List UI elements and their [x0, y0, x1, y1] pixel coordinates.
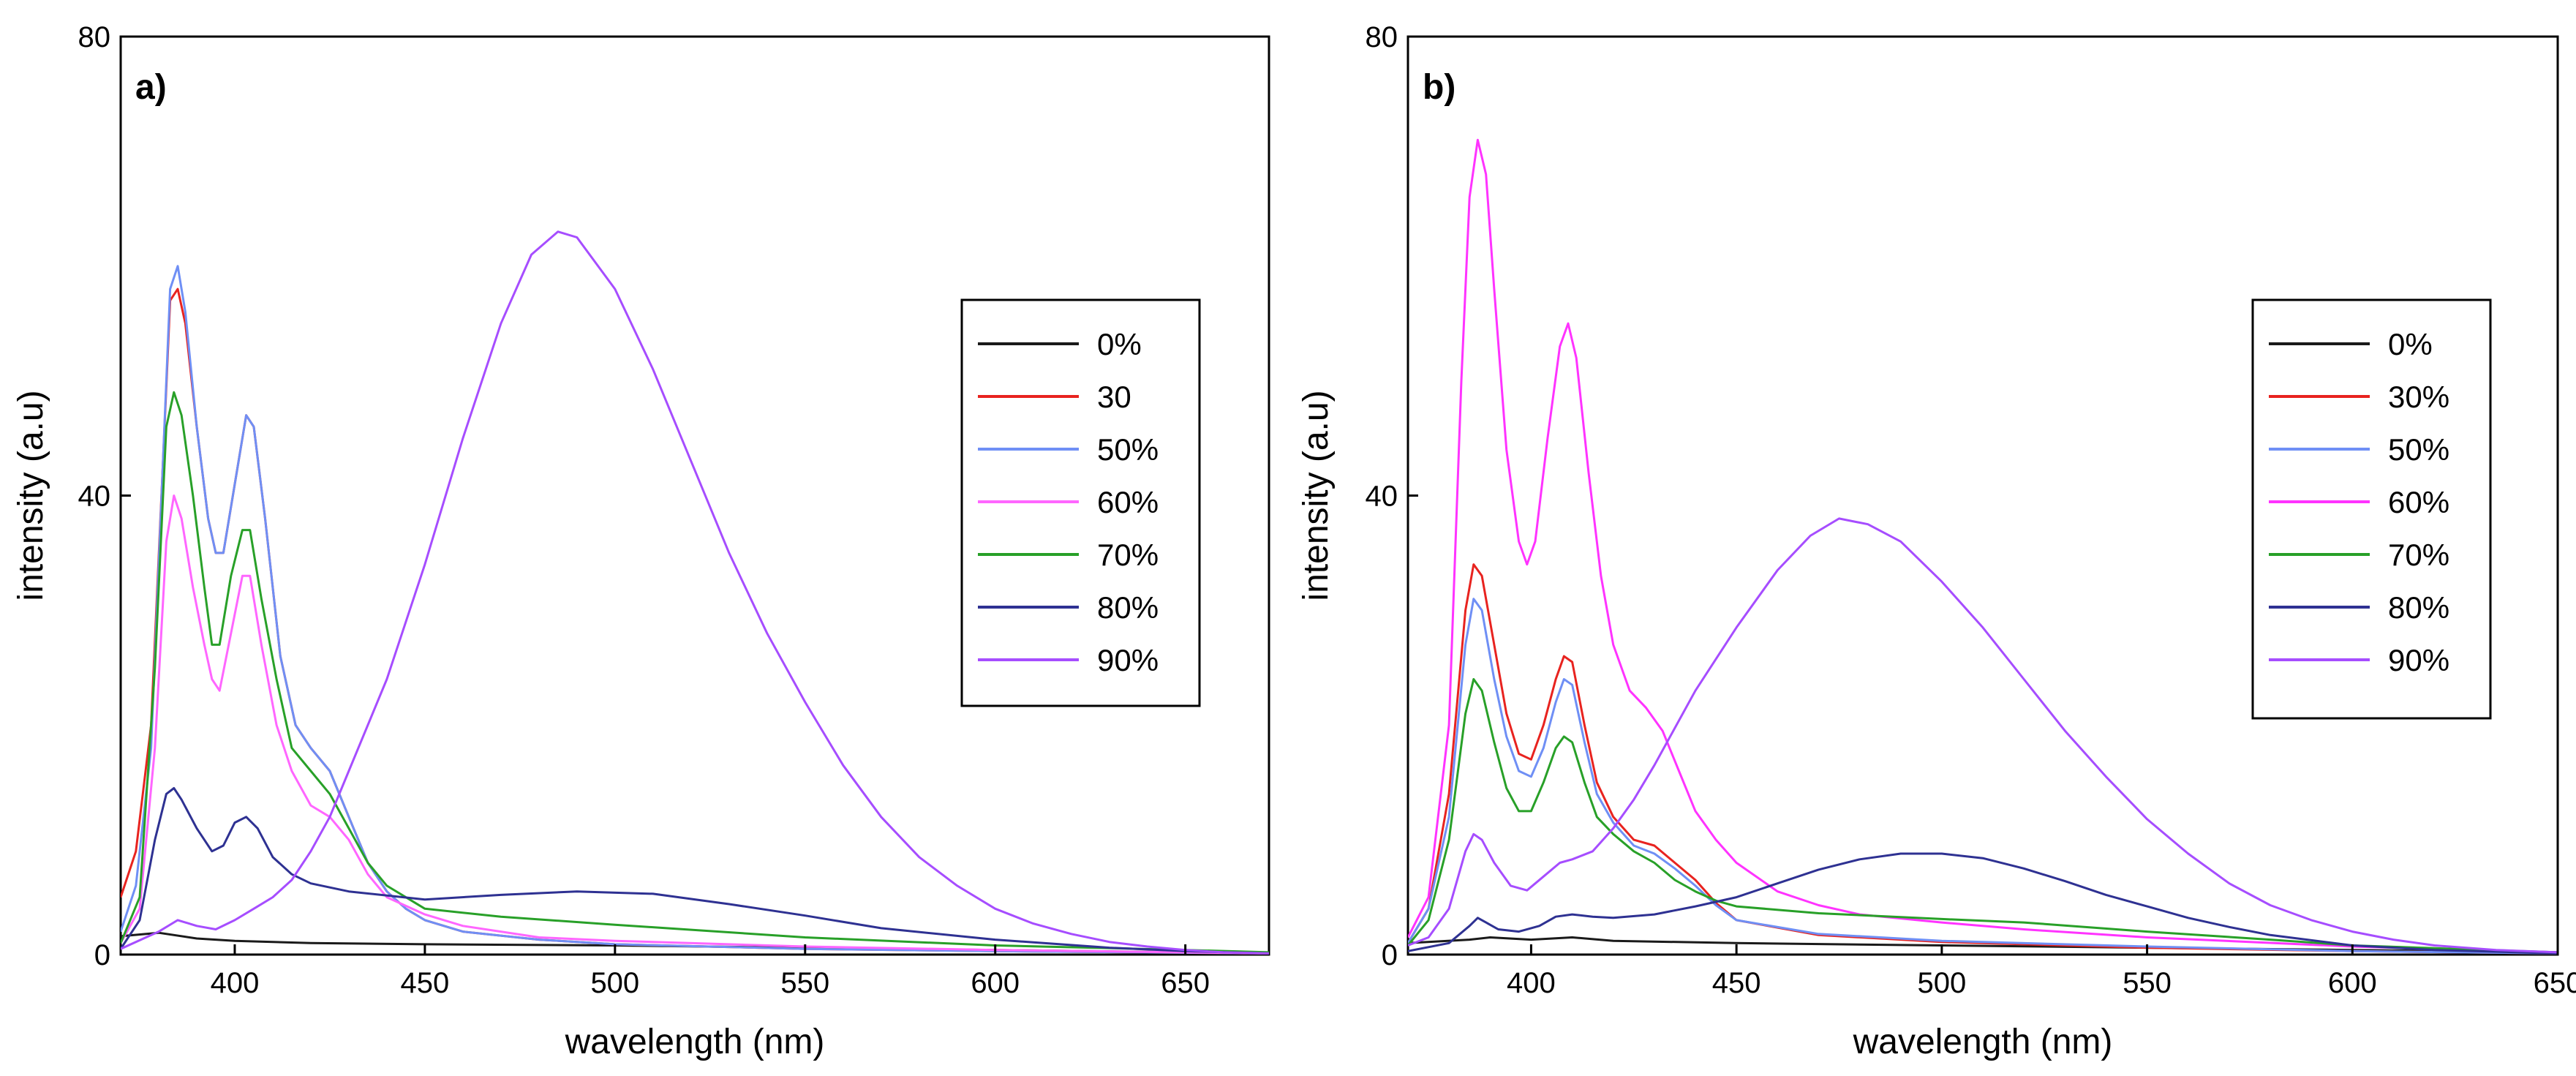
chart-a-series-line-90pct: [121, 230, 1269, 955]
chart-b-y-axis-label: intensity (a.u): [1297, 390, 1336, 601]
chart-b-legend-label: 30%: [2388, 380, 2449, 414]
chart-a-y-tick-label: 40: [78, 481, 111, 513]
chart-b-legend-box: [2251, 298, 2492, 720]
chart-panel-b: 400 450 500 550 600 650 0 40 80 wavelength (nm) in…: [1297, 21, 2576, 1061]
chart-b-x-tick-label: 500: [1917, 967, 1966, 999]
chart-b-legend-label: 80%: [2388, 590, 2449, 625]
chart-a-legend-label: 50%: [1097, 432, 1159, 467]
chart-b-legend-label: 50%: [2388, 432, 2449, 467]
chart-b-x-tick-label: 600: [2328, 967, 2377, 999]
chart-b-series-line-70pct: [1408, 678, 2558, 954]
chart-b-y-tick-label: 40: [1366, 481, 1398, 513]
chart-b-panel-label: b): [1423, 68, 1455, 107]
chart-panel-a: 400 450 500 550 600 650 0 40 80 wavelength (nm) in…: [12, 21, 1270, 1061]
chart-a-x-tick-label: 600: [971, 967, 1020, 999]
chart-b-legend-label: 70%: [2388, 538, 2449, 572]
chart-b-series-line-50pct: [1408, 598, 2558, 955]
chart-a-y-tick-label: 0: [94, 939, 110, 971]
chart-b-series-line-80pct: [1408, 852, 2558, 955]
chart-a-series-line-80pct: [121, 787, 1269, 955]
chart-a-legend-label: 80%: [1097, 590, 1159, 625]
chart-a-series-group: [121, 230, 1269, 955]
chart-b-series-group: [1408, 138, 2558, 955]
chart-b-legend-label: 90%: [2388, 643, 2449, 677]
chart-b-legend: 0% 30% 50% 60% 70% 80% 90%: [2251, 298, 2492, 720]
chart-b-x-tick-label: 550: [2123, 967, 2172, 999]
chart-a-x-tick-label: 650: [1161, 967, 1210, 999]
chart-a-x-tick-label: 550: [780, 967, 829, 999]
chart-a-legend-label: 30: [1097, 380, 1131, 414]
chart-b-y-tick-label: 80: [1366, 21, 1398, 53]
chart-b-y-tick-label: 0: [1382, 939, 1398, 971]
chart-b-legend-label: 60%: [2388, 485, 2449, 519]
chart-b-x-axis-label: wavelength (nm): [1853, 1023, 2113, 1061]
chart-b-legend-label: 0%: [2388, 327, 2433, 361]
chart-a-x-axis-label: wavelength (nm): [565, 1023, 825, 1061]
chart-b-x-tick-label: 400: [1507, 967, 1556, 999]
chart-a-x-tick-label: 400: [211, 967, 260, 999]
chart-a-legend-label: 70%: [1097, 538, 1159, 572]
chart-a-legend-label: 0%: [1097, 327, 1142, 361]
chart-b-series-line-90pct: [1408, 517, 2558, 954]
chart-a-legend: 0% 30 50% 60% 70% 80% 90%: [960, 298, 1201, 707]
chart-a-x-tick-label: 450: [401, 967, 450, 999]
chart-a-panel-label: a): [135, 68, 167, 107]
chart-a-x-tick-label: 500: [590, 967, 639, 999]
chart-a-series-line-60pct: [121, 494, 1269, 955]
chart-a-legend-label: 90%: [1097, 643, 1159, 677]
chart-b-x-tick-label: 450: [1712, 967, 1761, 999]
chart-a-y-tick-label: 80: [78, 21, 111, 53]
chart-a-series-line-50pct: [121, 265, 1269, 955]
chart-a-series-line-70pct: [121, 391, 1269, 954]
chart-a-legend-label: 60%: [1097, 485, 1159, 519]
chart-b-x-tick-label: 650: [2534, 967, 2576, 999]
chart-b-series-line-60pct: [1408, 138, 2558, 954]
chart-a-y-axis-label: intensity (a.u): [12, 390, 50, 601]
